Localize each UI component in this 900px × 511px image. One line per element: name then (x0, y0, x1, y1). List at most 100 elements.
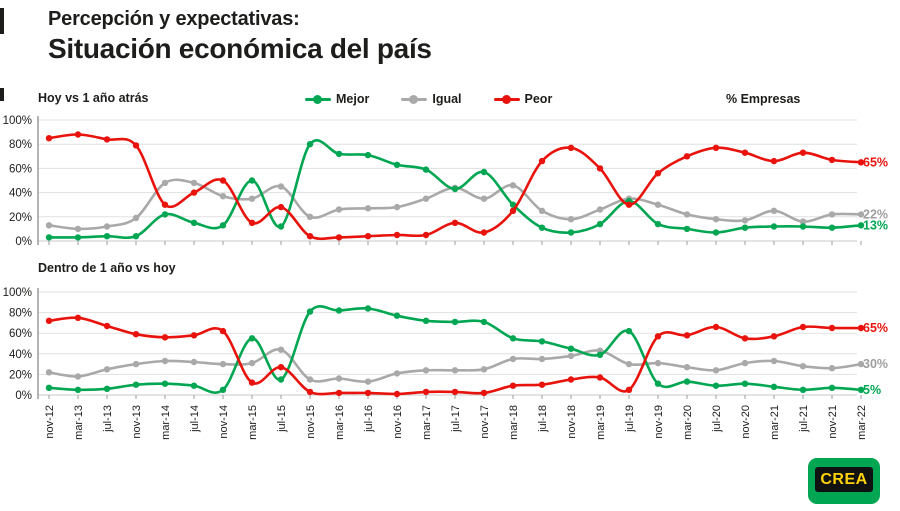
legend-marker-icon (305, 94, 331, 104)
data-point-mejor (567, 345, 575, 352)
data-point-mejor (335, 150, 343, 158)
data-point-igual (451, 367, 459, 374)
data-point-mejor (538, 224, 546, 231)
x-tick-label: mar-20 (682, 405, 694, 440)
data-point-igual (683, 211, 691, 218)
data-point-mejor (509, 335, 517, 342)
data-point-igual (770, 357, 778, 365)
data-point-peor (335, 389, 343, 397)
crea-logo-band: CREA (815, 467, 873, 492)
data-point-peor (306, 388, 314, 396)
data-point-igual (770, 207, 778, 214)
data-point-peor (248, 379, 256, 386)
x-tick-label: nov-17 (479, 405, 491, 439)
data-point-igual (538, 355, 546, 363)
data-point-peor (509, 382, 517, 389)
data-point-igual (799, 218, 807, 225)
x-tick-label: nov-15 (305, 405, 317, 439)
data-point-peor (741, 149, 749, 156)
x-tick-label: jul-21 (798, 405, 810, 433)
data-point-peor (712, 323, 720, 331)
legend-item-igual: Igual (401, 92, 462, 106)
data-point-mejor (683, 378, 691, 385)
data-point-igual (422, 195, 430, 202)
data-point-mejor (857, 386, 865, 393)
data-point-peor (538, 157, 546, 165)
y-tick-label: 40% (9, 349, 32, 361)
data-point-igual (567, 352, 575, 360)
data-point-peor (770, 333, 778, 340)
data-point-igual (161, 179, 169, 187)
data-point-peor (422, 388, 430, 396)
x-tick-label: mar-14 (160, 405, 172, 440)
data-point-mejor (567, 229, 575, 236)
data-point-peor (248, 219, 256, 226)
data-point-peor (828, 324, 836, 332)
data-point-igual (683, 364, 691, 371)
data-point-peor (161, 334, 169, 341)
data-point-peor (335, 234, 343, 241)
data-point-peor (306, 233, 314, 240)
page-title: Situación económica del país (48, 33, 432, 64)
data-point-mejor (596, 220, 604, 228)
data-point-igual (74, 225, 82, 233)
x-tick-label: jul-19 (624, 405, 636, 433)
data-point-mejor (248, 177, 256, 184)
data-point-peor (654, 170, 662, 177)
data-point-peor (364, 233, 372, 240)
data-point-mejor (625, 327, 633, 335)
data-point-igual (277, 346, 285, 353)
data-point-mejor (451, 318, 459, 326)
unit-label: % Empresas (726, 92, 801, 106)
data-point-mejor (770, 223, 778, 230)
data-point-peor (74, 314, 82, 321)
data-point-peor (538, 381, 546, 388)
data-point-igual (248, 195, 256, 202)
data-point-peor (712, 144, 720, 151)
data-point-peor (45, 135, 53, 142)
y-tick-label: 80% (9, 139, 32, 151)
data-point-igual (422, 367, 430, 374)
data-point-peor (277, 364, 285, 371)
data-point-igual (828, 365, 836, 372)
x-tick-label: mar-22 (856, 405, 868, 440)
data-point-igual (480, 195, 488, 202)
data-point-mejor (741, 380, 749, 387)
data-point-peor (596, 374, 604, 381)
data-point-mejor (393, 161, 401, 168)
data-point-igual (103, 366, 111, 373)
y-tick-label: 60% (9, 163, 32, 175)
legend-item-peor: Peor (493, 92, 552, 106)
data-point-igual (190, 179, 198, 187)
series-end-label: 30% (863, 357, 888, 371)
data-point-mejor (712, 229, 720, 236)
legend-label: Mejor (336, 92, 370, 106)
x-tick-label: nov-13 (131, 405, 143, 439)
edge-artifact (0, 8, 4, 34)
data-point-igual (306, 376, 314, 383)
data-point-igual (393, 370, 401, 377)
x-tick-label: nov-21 (827, 405, 839, 439)
data-point-mejor (799, 223, 807, 230)
y-tick-label: 20% (9, 212, 32, 224)
data-point-mejor (857, 222, 865, 229)
data-point-igual (799, 363, 807, 370)
data-point-igual (654, 359, 662, 367)
chart-subtitle-dentro: Dentro de 1 año vs hoy (38, 261, 176, 275)
x-tick-label: jul-14 (189, 405, 201, 433)
legend-label: Igual (432, 92, 462, 106)
x-tick-label: jul-15 (276, 405, 288, 433)
data-point-igual (538, 207, 546, 214)
data-point-mejor (480, 318, 488, 326)
data-point-igual (741, 359, 749, 367)
data-point-igual (364, 205, 372, 212)
y-tick-label: 40% (9, 188, 32, 200)
y-tick-label: 0% (15, 236, 32, 248)
data-point-igual (741, 217, 749, 224)
data-point-igual (45, 222, 53, 229)
data-point-mejor (277, 376, 285, 383)
data-point-peor (190, 189, 198, 196)
legend-item-mejor: Mejor (305, 92, 369, 106)
data-point-peor (45, 317, 53, 324)
data-point-igual (132, 360, 140, 368)
